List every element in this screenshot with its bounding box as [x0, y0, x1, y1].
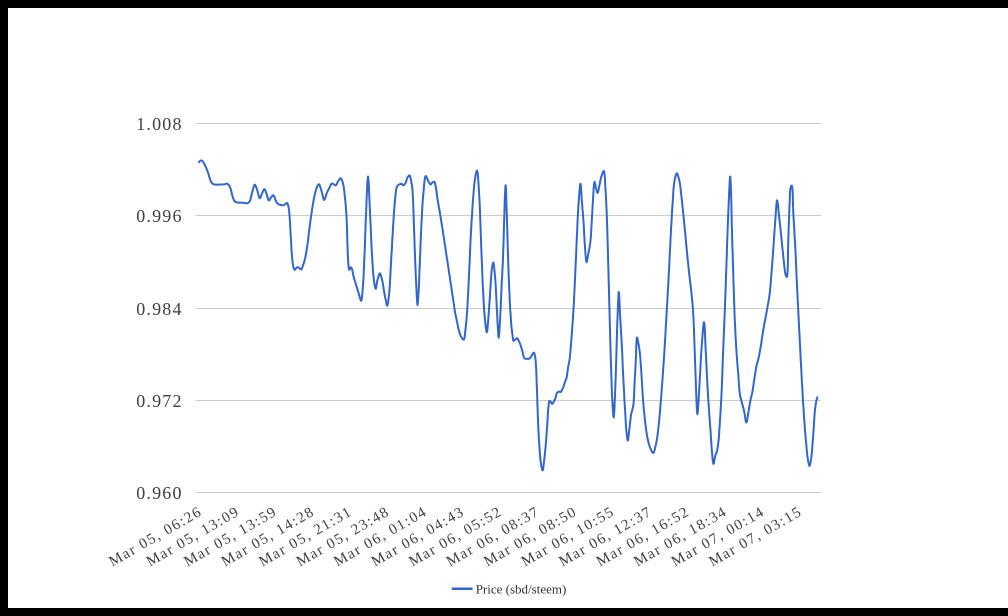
svg-text:0.960: 0.960	[136, 483, 183, 503]
svg-text:0.984: 0.984	[136, 299, 183, 319]
svg-text:Price (sbd/steem): Price (sbd/steem)	[476, 581, 567, 596]
svg-text:1.008: 1.008	[136, 114, 183, 134]
svg-text:0.972: 0.972	[136, 391, 183, 411]
svg-text:0.996: 0.996	[136, 206, 183, 226]
